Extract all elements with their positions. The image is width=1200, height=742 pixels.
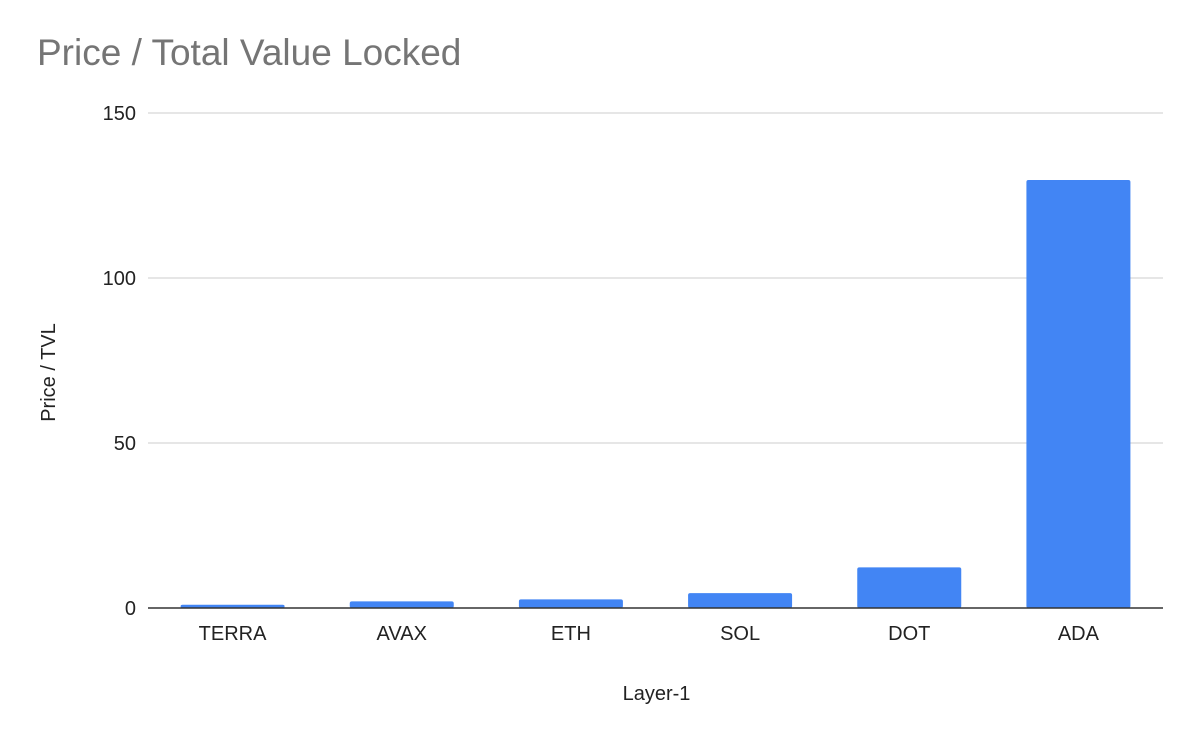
bar-sol [688,593,793,608]
chart-title: Price / Total Value Locked [37,32,462,73]
x-tick-label: TERRA [199,623,267,645]
y-tick-label: 0 [125,598,136,620]
bar-avax [349,601,454,608]
y-axis-title: Price / TVL [38,323,60,422]
x-tick-label: ETH [551,623,591,645]
bar-dot [857,567,962,608]
y-tick-label: 50 [114,433,136,455]
bar-terra [180,604,285,608]
y-tick-label: 100 [103,268,136,290]
bar-ada [1026,179,1131,609]
x-tick-label: SOL [720,623,760,645]
x-tick-label: AVAX [377,623,427,645]
y-tick-label: 150 [103,103,136,125]
bar-eth [518,599,623,608]
x-tick-label: ADA [1058,623,1100,645]
x-axis-title: Layer-1 [623,683,691,705]
x-tick-label: DOT [888,623,930,645]
